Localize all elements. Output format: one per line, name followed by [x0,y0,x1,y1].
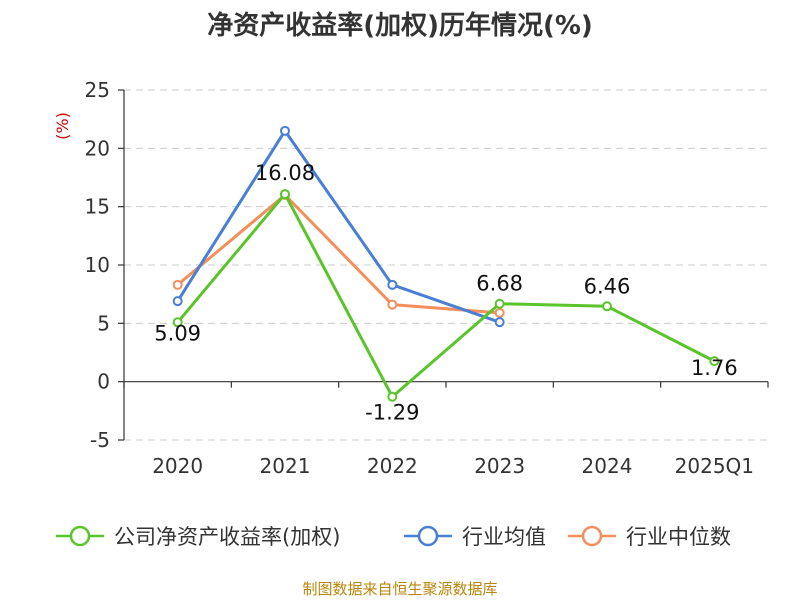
data-label-3: 6.68 [476,272,523,296]
chart-title: 净资产收益率(加权)历年情况(%) [207,10,593,41]
series-line-0 [176,192,716,399]
series-0-point-5 [709,356,720,367]
series-1-point-2 [387,279,398,290]
data-labels: 5.09 16.08 -1.29 6.68 6.46 1.76 [154,161,737,425]
data-label-5: 1.76 [691,356,738,380]
legend-label-0: 公司净资产收益率(加权) [114,525,340,549]
y-tick-label: -5 [90,428,110,452]
y-tick-label: 15 [85,195,110,219]
series-line-1 [176,129,501,324]
x-tick-label: 2024 [582,454,633,478]
y-tick-label: 25 [85,78,110,102]
series-1-point-3 [494,317,505,328]
series-0-point-1 [280,189,290,200]
data-label-2: -1.29 [365,401,419,425]
series-0-point-4 [602,301,612,312]
data-label-4: 6.46 [584,274,631,298]
axes: -5 0 5 10 15 20 25 2020 2021 2022 2023 2024 2025Q1 [85,78,769,478]
data-label-1: 16.08 [255,161,315,185]
x-tick-label: 2022 [367,454,418,478]
data-label-0: 5.09 [154,321,201,345]
series-0-point-3 [494,298,505,309]
legend-marker-2 [581,525,603,547]
legend-marker-0 [69,525,91,547]
y-tick-label: 10 [85,253,110,277]
source-note: 制图数据来自恒生聚源数据库 [302,580,497,598]
legend-label-2: 行业中位数 [626,525,731,549]
x-tick-label: 2023 [474,454,525,478]
x-tick-label: 2021 [260,454,311,478]
legend-marker-1 [417,525,439,547]
series-2-point-3 [494,307,505,318]
x-tick-label: 2020 [152,454,203,478]
series-line-2 [176,193,500,315]
series-0-point-0 [172,317,183,328]
y-tick-label: 5 [97,311,110,335]
series-2-point-2 [387,299,398,310]
series-lines [172,125,720,402]
legend: 公司净资产收益率(加权) 行业均值 行业中位数 [56,525,731,549]
y-tick-label: 0 [97,370,110,394]
series-1-point-1 [280,125,290,136]
y-tick-label: 20 [85,136,110,160]
x-tick-label: 2025Q1 [675,454,754,478]
series-0-point-2 [387,391,398,402]
series-1-point-0 [172,296,183,307]
y-axis-unit-label: (%) [53,112,72,140]
legend-label-1: 行业均值 [462,525,546,549]
series-2-point-0 [172,279,183,290]
